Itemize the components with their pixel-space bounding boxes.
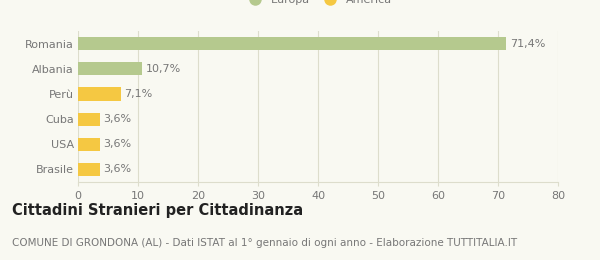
Bar [78,138,100,151]
Text: COMUNE DI GRONDONA (AL) - Dati ISTAT al 1° gennaio di ogni anno - Elaborazione T: COMUNE DI GRONDONA (AL) - Dati ISTAT al … [12,238,517,248]
Text: 71,4%: 71,4% [510,39,545,49]
Bar [78,62,142,75]
Legend: Europa, America: Europa, America [241,0,395,8]
Bar [78,163,100,176]
Text: 10,7%: 10,7% [146,64,181,74]
Text: 3,6%: 3,6% [103,114,131,124]
Text: 7,1%: 7,1% [124,89,152,99]
Text: Cittadini Stranieri per Cittadinanza: Cittadini Stranieri per Cittadinanza [12,203,303,218]
Text: 3,6%: 3,6% [103,139,131,149]
Text: 3,6%: 3,6% [103,164,131,174]
Bar [78,37,506,50]
Bar [78,88,121,101]
Bar [78,113,100,126]
